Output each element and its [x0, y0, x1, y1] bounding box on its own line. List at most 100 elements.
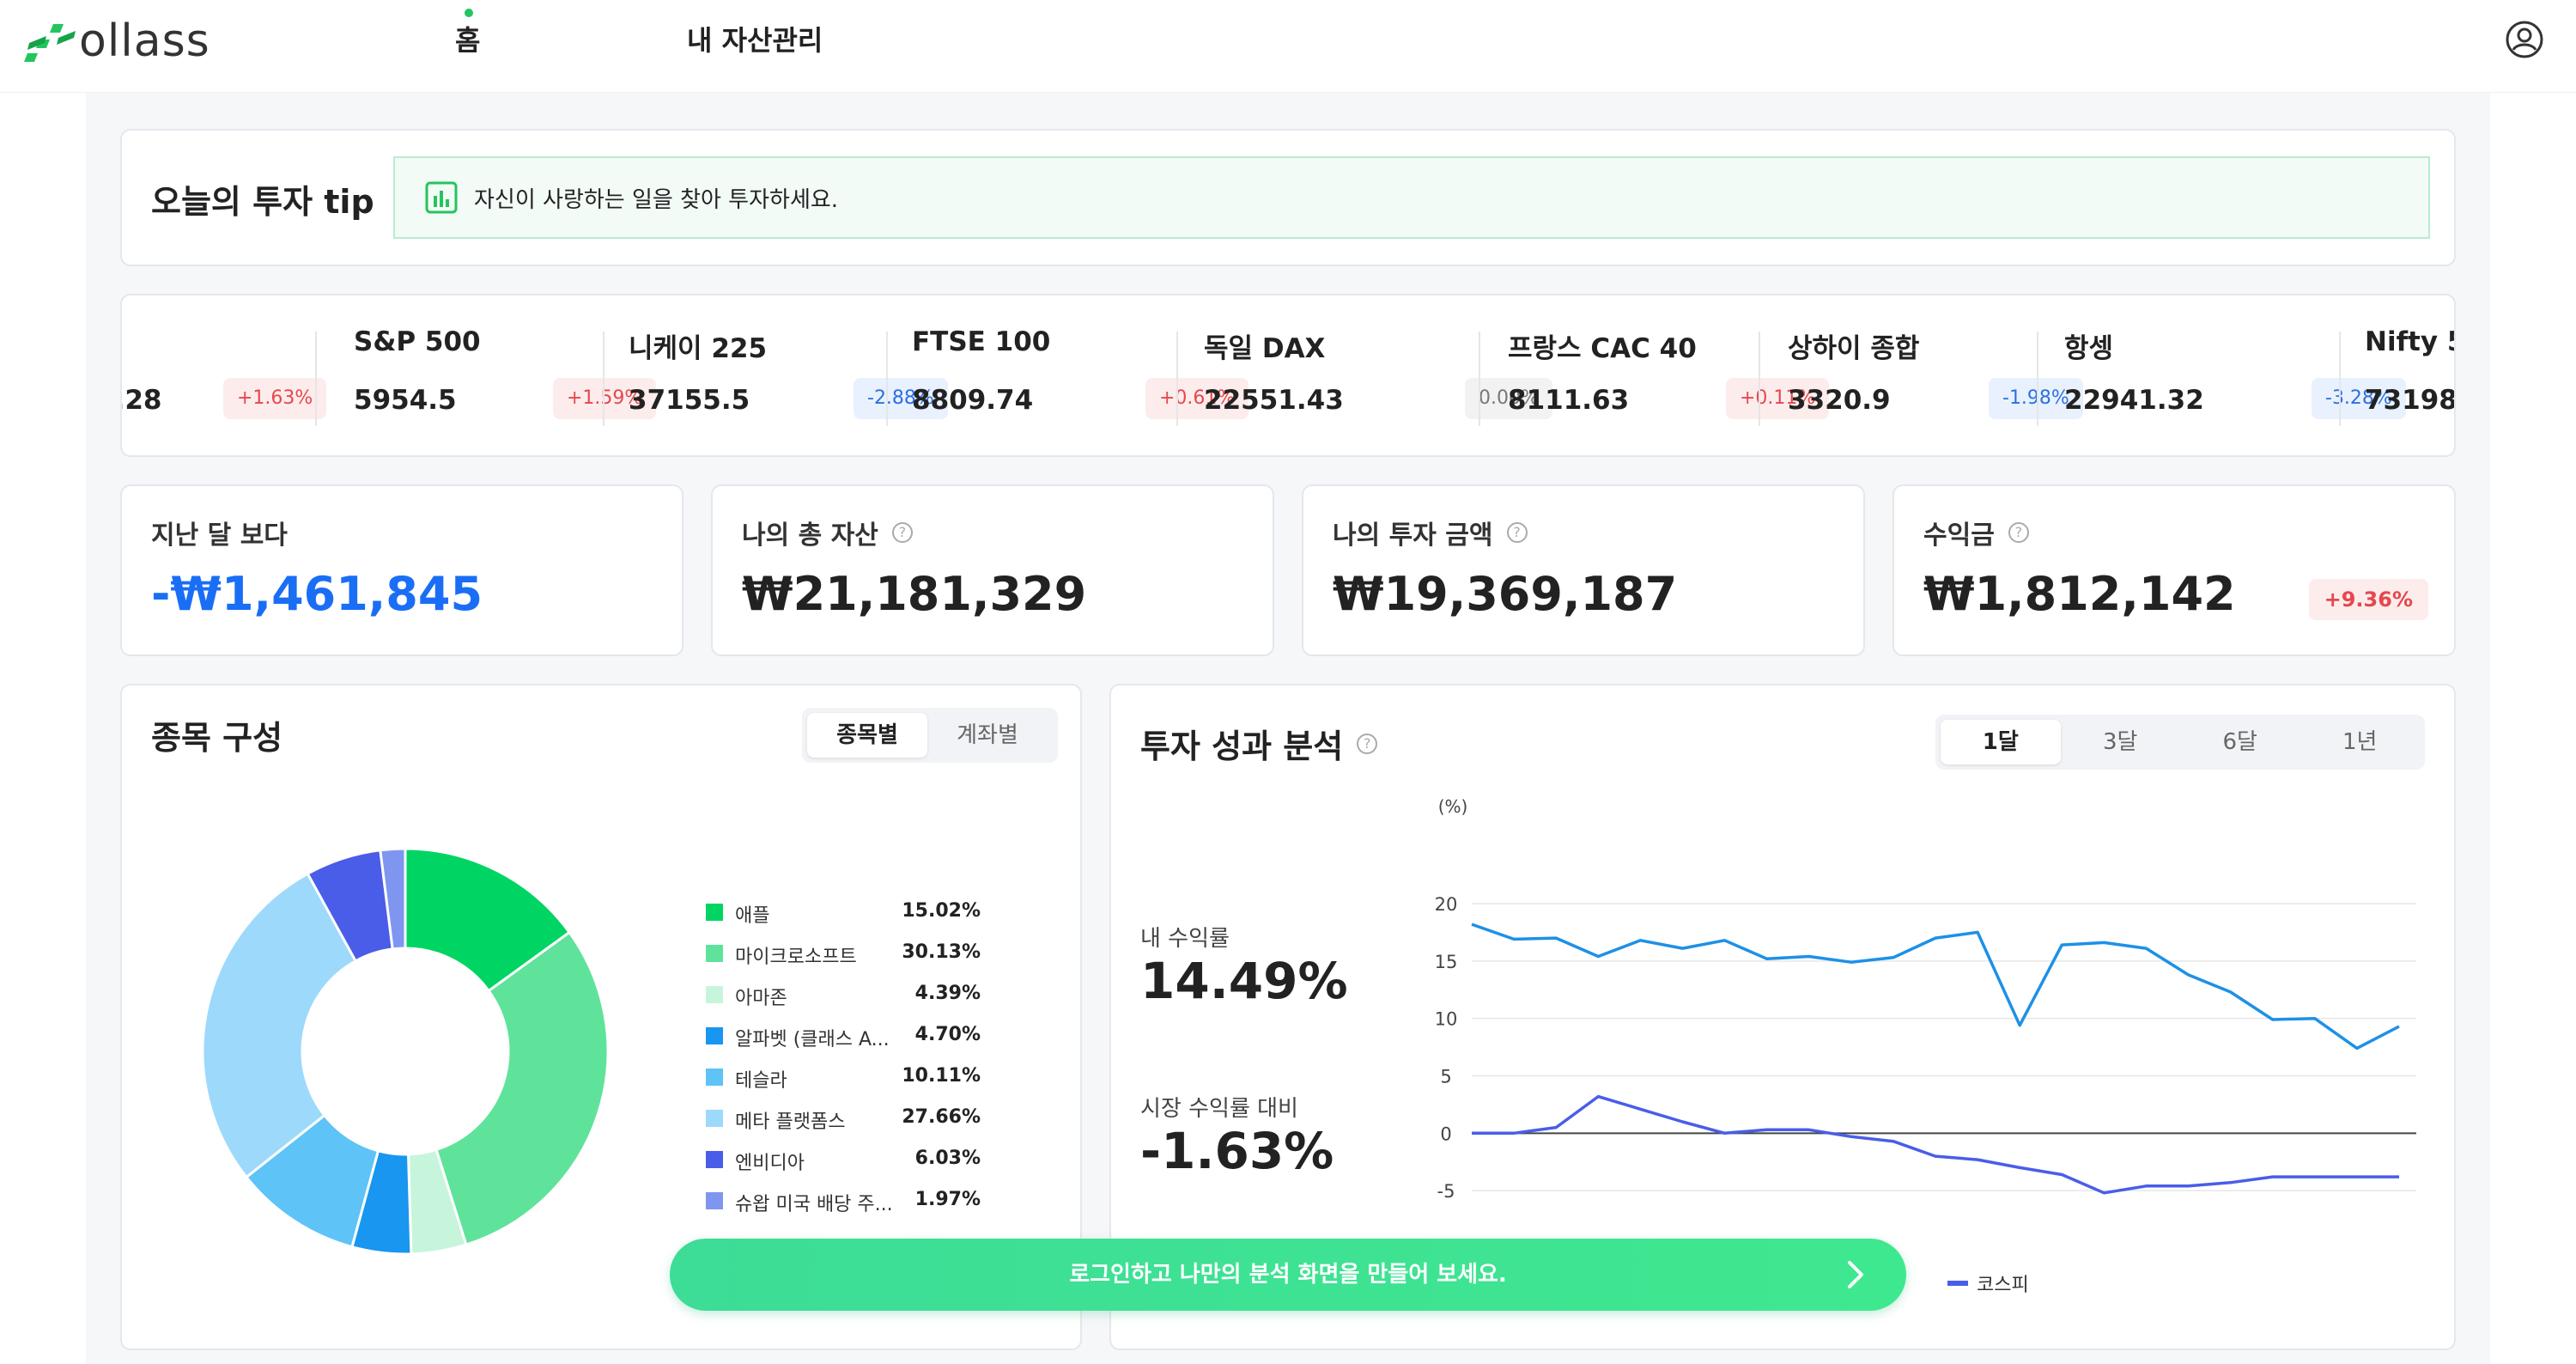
ticker-name: 상하이 종합 [1788, 333, 1920, 364]
ticker-change-badge: +1.59% [553, 378, 657, 419]
investment-tip-card: 오늘의 투자 tip 자신이 사랑하는 일을 찾아 투자하세요. [120, 129, 2456, 266]
legend-swatch [706, 986, 723, 1003]
legend-percent: 27.66% [902, 1106, 981, 1128]
period-1m[interactable]: 1달 [1941, 720, 2061, 764]
y-tick-label: 20 [1435, 894, 1458, 915]
legend-name: 애플 [735, 905, 770, 927]
tip-box: 자신이 사랑하는 일을 찾아 투자하세요. [393, 156, 2430, 239]
legend-item: 슈왑 미국 배당 주... 1.97% [706, 1180, 981, 1221]
y-tick-label: 10 [1435, 1009, 1458, 1030]
help-icon[interactable]: ? [2008, 522, 2029, 543]
period-6m[interactable]: 6달 [2222, 729, 2257, 755]
nav-home[interactable]: 홈 [455, 24, 481, 57]
stat-value: ₩21,181,329 [742, 567, 1087, 621]
ticker-value: 22941.32 [2064, 385, 2204, 416]
stat-card-profit: 수익금? ₩1,812,142 +9.36% [1893, 484, 2456, 656]
stat-label-text: 나의 총 자산 [742, 521, 878, 551]
ticker-value: 7.28 [122, 385, 162, 416]
legend-swatch [706, 904, 723, 921]
holdings-view-toggle: 종목별 계좌별 [802, 708, 1058, 763]
legend-percent: 30.13% [902, 941, 981, 963]
donut-slice[interactable] [434, 930, 610, 1246]
donut-slice[interactable] [404, 847, 572, 993]
ticker-value: 8809.74 [912, 385, 1034, 416]
legend-name: 알파벳 (클래스 A... [735, 1029, 890, 1050]
tip-title: 오늘의 투자 tip [151, 183, 374, 221]
legend-item: 애플 15.02% [706, 892, 981, 933]
ticker-name: 니케이 225 [629, 333, 768, 364]
y-axis-unit: (%) [1438, 796, 1468, 817]
help-icon[interactable]: ? [891, 522, 913, 543]
donut-slice[interactable] [379, 847, 407, 951]
help-icon[interactable]: ? [1506, 522, 1528, 543]
ticker-divider [315, 332, 317, 426]
legend-percent: 10.11% [902, 1065, 981, 1087]
legend-item: 아마존 4.39% [706, 974, 981, 1015]
legend-item: 마이크로소프트 30.13% [706, 933, 981, 974]
legend-swatch [706, 1192, 723, 1209]
legend-percent: 15.02% [902, 900, 981, 922]
stat-label-text: 지난 달 보다 [151, 521, 288, 551]
y-tick-label: 5 [1440, 1067, 1451, 1087]
ticker-divider [2339, 332, 2341, 426]
period-3m[interactable]: 3달 [2103, 729, 2138, 755]
ticker-name: 항셍 [2064, 333, 2114, 364]
top-nav-bar: ollass 홈 내 자산관리 [0, 0, 2576, 93]
legend-item: 알파벳 (클래스 A... 4.70% [706, 1015, 981, 1056]
legend-item: 테슬라 10.11% [706, 1056, 981, 1098]
legend-swatch [706, 1027, 723, 1044]
ticker-strip: 7.28 +1.63% S&P 500 5954.5 +1.59% 니케이 225 3715… [122, 295, 2454, 455]
holdings-legend: 애플 15.02% 마이크로소프트 30.13% 아마존 4.39% 알파벳 (클래스 A.… [706, 892, 981, 1221]
legend-item: 메타 플랫폼스 27.66% [706, 1098, 981, 1139]
ticker-name: FTSE 100 [912, 326, 1051, 357]
ticker-change-badge: +0.11% [1726, 378, 1830, 419]
toggle-by-stock[interactable]: 종목별 [807, 713, 927, 758]
legend-percent: 6.03% [914, 1148, 981, 1169]
my-return-value: 14.49% [1140, 952, 1348, 1010]
ticker-name: 독일 DAX [1204, 333, 1326, 364]
stat-label: 수익금? [1923, 514, 2029, 551]
legend-name: 메타 플랫폼스 [735, 1111, 846, 1133]
ticker-name: S&P 500 [354, 326, 481, 357]
legend-item: 엔비디아 6.03% [706, 1139, 981, 1180]
stat-label: 나의 투자 금액? [1333, 514, 1528, 551]
legend-name: 엔비디아 [735, 1153, 805, 1174]
stat-label: 나의 총 자산? [742, 514, 913, 551]
ticker-change-badge: -3.28% [2312, 378, 2406, 419]
ticker-value: 73198.1 [2365, 385, 2454, 416]
donut-slice[interactable] [201, 872, 358, 1179]
login-cta-button[interactable]: 로그인하고 나만의 분석 화면을 만들어 보세요. [670, 1239, 1906, 1311]
ticker-change-badge: -1.98% [1989, 378, 2083, 419]
ticker-value: 22551.43 [1204, 385, 1344, 416]
profile-icon[interactable] [2504, 19, 2545, 60]
stat-card-last-month: 지난 달 보다 -₩1,461,845 [120, 484, 683, 656]
ticker-value: 8111.63 [1508, 385, 1630, 416]
bar-chart-icon [425, 181, 458, 214]
profit-rate-badge: +9.36% [2308, 579, 2428, 620]
y-tick-label: -5 [1437, 1181, 1455, 1202]
toggle-by-account[interactable]: 계좌별 [957, 722, 1018, 748]
performance-title: 투자 성과 분석? [1140, 720, 1378, 767]
legend-percent: 4.70% [914, 1024, 981, 1045]
period-1y[interactable]: 1년 [2342, 729, 2378, 755]
ticker-name: Nifty 50 [2365, 326, 2454, 357]
legend-swatch [706, 945, 723, 962]
nav-my-assets[interactable]: 내 자산관리 [687, 24, 823, 57]
legend-name: 아마존 [735, 988, 787, 1009]
stat-card-total-assets: 나의 총 자산? ₩21,181,329 [711, 484, 1274, 656]
legend-swatch [706, 1110, 723, 1127]
legend-name: 슈왑 미국 배당 주... [735, 1194, 893, 1215]
performance-title-text: 투자 성과 분석 [1140, 728, 1344, 765]
legend-swatch [706, 1151, 723, 1168]
help-icon[interactable]: ? [1357, 733, 1378, 754]
kospi-legend-label: 코스피 [1977, 1275, 2029, 1296]
ollass-logo-icon [24, 24, 76, 62]
stat-value: -₩1,461,845 [151, 567, 483, 621]
y-tick-label: 15 [1435, 952, 1458, 972]
stat-label-text: 나의 투자 금액 [1333, 521, 1493, 551]
logo[interactable]: ollass [24, 14, 210, 69]
chart-legend: 코스피 [1947, 1270, 2029, 1297]
ticker-change-badge: -2.88% [854, 378, 948, 419]
ticker-divider [1759, 332, 1760, 426]
stat-label: 지난 달 보다 [151, 514, 288, 551]
